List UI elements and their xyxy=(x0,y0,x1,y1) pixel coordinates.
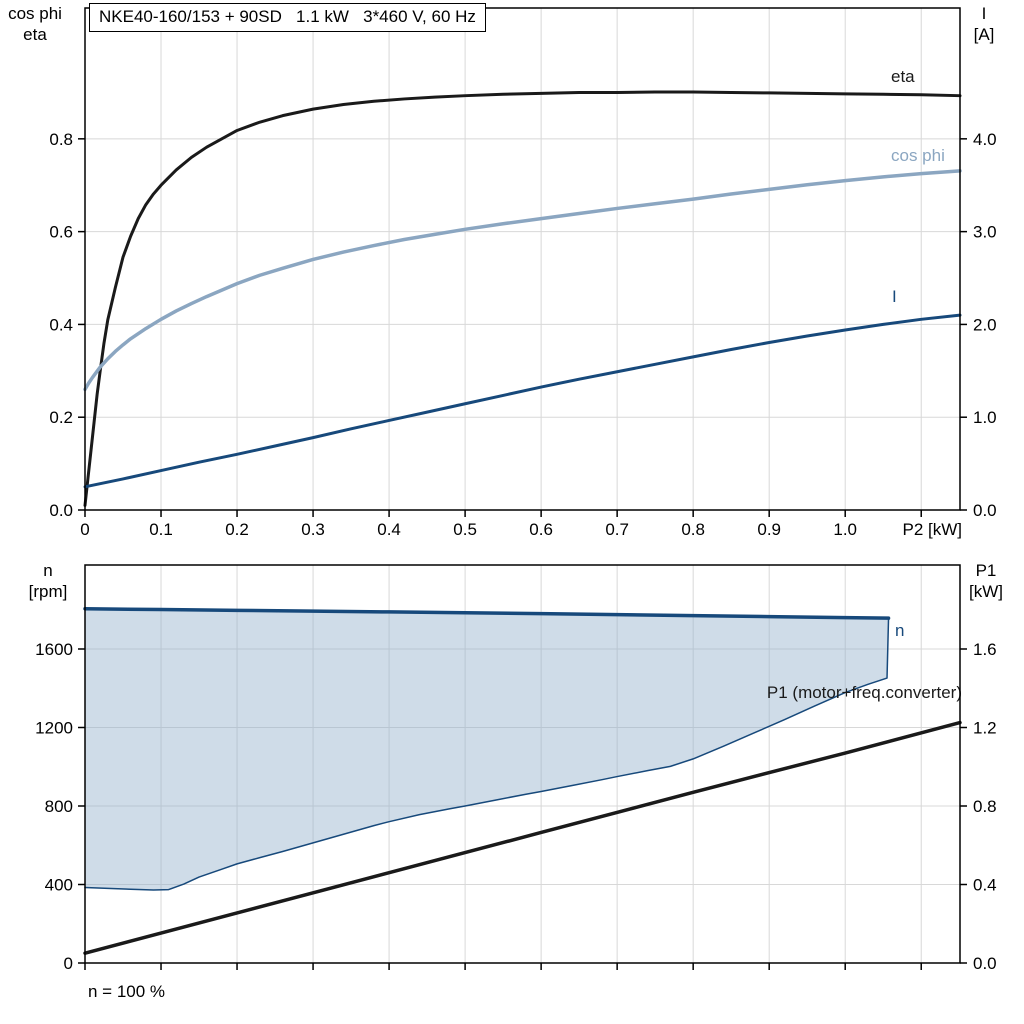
x-tick-label: 0.2 xyxy=(225,520,249,539)
y-left-tick-label: 800 xyxy=(45,797,73,816)
y-right-tick-label: 1.6 xyxy=(973,640,997,659)
cos-phi-curve-label: cos phi xyxy=(891,146,945,165)
x-tick-label: 0.3 xyxy=(301,520,325,539)
P1-curve xyxy=(83,720,962,955)
axis-label-current: I [A] xyxy=(973,4,995,44)
y-left-tick-label: 0.6 xyxy=(49,223,73,242)
P1-curve-label: P1 (motor+freq.converter) xyxy=(767,683,962,702)
axis-label-cos-phi-eta: cos phi eta xyxy=(8,4,62,44)
y-left-tick-label: 400 xyxy=(45,875,73,894)
y-right-tick-label: 3.0 xyxy=(973,223,997,242)
p2-performance-chart: eta cos phi I 0.0 0.2 0.4 0.6 0.8 0.0 1.0 2.0 3.0 4.… xyxy=(49,7,997,539)
y-left-tick-label: 0.4 xyxy=(49,315,73,334)
x-tick-label: 0.7 xyxy=(605,520,629,539)
y-right-tick-label: 0.0 xyxy=(973,501,997,520)
x-tick-label: 1.0 xyxy=(833,520,857,539)
x-axis-label: P2 [kW] xyxy=(902,520,962,539)
y-right-tick-label: 1.0 xyxy=(973,408,997,427)
y-left-tick-label: 1600 xyxy=(35,640,73,659)
y-right-tick-label: 2.0 xyxy=(973,315,997,334)
speed-range-area xyxy=(85,608,889,890)
n-min-curve xyxy=(84,617,890,891)
eta-curve xyxy=(83,90,962,507)
plot-frame xyxy=(84,564,961,964)
x-tick-label: 0 xyxy=(80,520,89,539)
x-tick-label: 0.5 xyxy=(453,520,477,539)
n-curve xyxy=(83,607,891,620)
y-left-tick-label: 0.2 xyxy=(49,408,73,427)
speed-power-chart: n P1 (motor+freq.converter) 0 400 800 1200 160… xyxy=(35,564,997,973)
x-tick-label: 0.8 xyxy=(681,520,705,539)
y-right-tick-label: 0.4 xyxy=(973,875,997,894)
x-tick-label: 0.9 xyxy=(757,520,781,539)
current-curve-label: I xyxy=(892,287,897,306)
n-curve-label: n xyxy=(895,621,904,640)
y-left-tick-label: 1200 xyxy=(35,718,73,737)
axis-label-speed: n [rpm] xyxy=(28,561,68,601)
chart-title: NKE40-160/153 + 90SD 1.1 kW 3*460 V, 60 … xyxy=(89,3,486,32)
y-right-tick-label: 0.0 xyxy=(973,954,997,973)
axis-label-power-input: P1 [kW] xyxy=(969,561,1003,601)
eta-curve-label: eta xyxy=(891,67,915,86)
speed-percentage-label: n = 100 % xyxy=(88,982,166,1001)
plot-frame xyxy=(84,7,961,511)
x-tick-label: 0.6 xyxy=(529,520,553,539)
y-left-tick-label: 0.0 xyxy=(49,501,73,520)
current-curve xyxy=(83,313,962,489)
x-tick-label: 0.1 xyxy=(149,520,173,539)
x-tick-label: 0.4 xyxy=(377,520,401,539)
cos-phi-curve xyxy=(83,169,962,392)
y-left-tick-label: 0 xyxy=(64,954,73,973)
y-right-tick-label: 4.0 xyxy=(973,130,997,149)
y-right-tick-label: 0.8 xyxy=(973,797,997,816)
y-right-tick-label: 1.2 xyxy=(973,718,997,737)
y-left-tick-label: 0.8 xyxy=(49,130,73,149)
